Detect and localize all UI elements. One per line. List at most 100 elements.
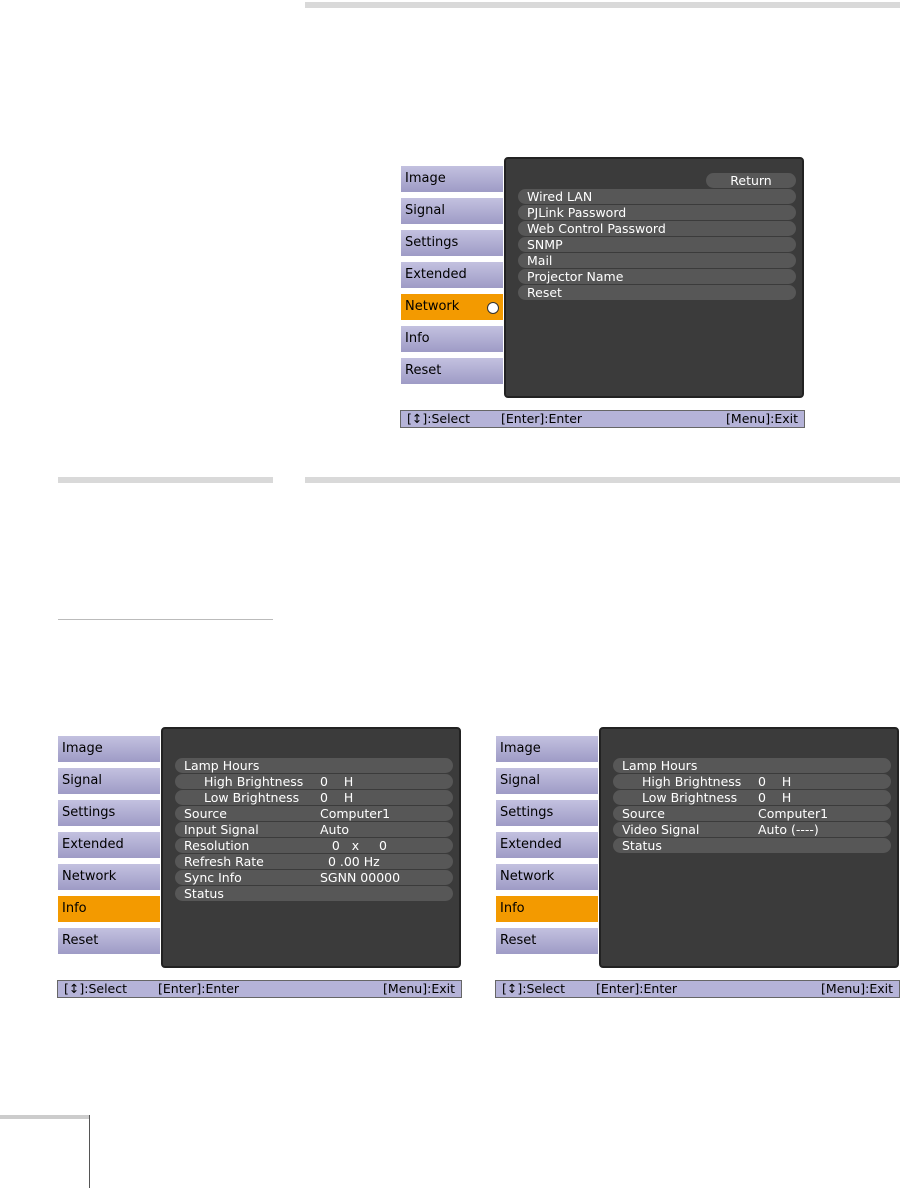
footer-exit: [Menu]:Exit <box>821 981 893 996</box>
menu-footer: [↕]:Select [Enter]:Enter [Menu]:Exit <box>495 980 900 998</box>
row-label: Projector Name <box>527 269 624 284</box>
footer-select: [↕]:Select <box>64 981 128 996</box>
footer-select: [↕]:Select <box>407 411 471 426</box>
menu-row: Resolution 0 x 0 <box>175 838 453 854</box>
row-label: Status <box>184 886 224 902</box>
menu-row: Sync Info SGNN 00000 <box>175 870 453 886</box>
row-value: Auto (----) <box>758 822 819 838</box>
menu-tab: Info <box>400 325 504 353</box>
menu-tab: Signal <box>495 767 599 795</box>
menu-tab: Settings <box>400 229 504 257</box>
menu-row: Video Signal Auto (----) <box>613 822 891 838</box>
menu-row: Source Computer1 <box>613 806 891 822</box>
row-label: Refresh Rate <box>184 854 264 870</box>
menu-row: Input Signal Auto <box>175 822 453 838</box>
return-button: Return <box>706 173 796 188</box>
menu-screen: Lamp Hours High Brightness 0 H Low Brightne… <box>57 727 462 1002</box>
note-rule <box>58 619 273 620</box>
menu-tab: Settings <box>57 799 161 827</box>
menu-row: Status <box>613 838 891 854</box>
menu-tab: Settings <box>495 799 599 827</box>
row-label: Resolution <box>184 838 250 854</box>
row-value: 0 H <box>320 790 354 806</box>
row-value: Computer1 <box>758 806 829 822</box>
row-label: Sync Info <box>184 870 242 886</box>
page-edge <box>89 1115 90 1188</box>
menu-panel: Lamp Hours High Brightness 0 H Low Brightne… <box>161 727 461 968</box>
top-rule <box>305 2 900 8</box>
menu-row: Reset <box>518 285 796 300</box>
row-label: Status <box>622 838 662 854</box>
menu-row: High Brightness 0 H <box>613 774 891 790</box>
row-label: Source <box>622 806 665 822</box>
row-label: PJLink Password <box>527 205 627 220</box>
row-label: Low Brightness <box>204 790 300 806</box>
menu-footer: [↕]:Select [Enter]:Enter [Menu]:Exit <box>400 410 805 428</box>
row-label: Lamp Hours <box>622 758 698 774</box>
row-value: 0 .00 Hz <box>320 854 380 870</box>
note-rule <box>58 477 273 483</box>
row-value: Computer1 <box>320 806 391 822</box>
menu-row: Low Brightness 0 H <box>613 790 891 806</box>
menu-tab: Signal <box>57 767 161 795</box>
row-label: Video Signal <box>622 822 700 838</box>
menu-tab: Image <box>57 735 161 763</box>
menu-footer: [↕]:Select [Enter]:Enter [Menu]:Exit <box>57 980 462 998</box>
row-value: Auto <box>320 822 350 838</box>
row-value: 0 H <box>758 790 792 806</box>
menu-tab: Network <box>400 293 504 321</box>
menu-row: Wired LAN <box>518 189 796 204</box>
footer-exit: [Menu]:Exit <box>383 981 455 996</box>
menu-tab: Reset <box>400 357 504 385</box>
row-label: Reset <box>527 285 562 300</box>
menu-row: Projector Name <box>518 269 796 284</box>
footer-enter: [Enter]:Enter <box>596 981 678 996</box>
menu-tab: Reset <box>495 927 599 955</box>
menu-tab: Image <box>495 735 599 763</box>
menu-tab: Info <box>495 895 599 923</box>
menu-tab: Network <box>495 863 599 891</box>
footer-enter: [Enter]:Enter <box>158 981 240 996</box>
menu-screen: Return Wired LAN PJLink Password Web Contro… <box>400 157 805 432</box>
menu-tab: Extended <box>495 831 599 859</box>
menu-screen: Lamp Hours High Brightness 0 H Low Brightne… <box>495 727 900 1002</box>
row-label: Mail <box>527 253 553 268</box>
footer-enter: [Enter]:Enter <box>501 411 583 426</box>
menu-tab: Reset <box>57 927 161 955</box>
menu-panel: Lamp Hours High Brightness 0 H Low Brightne… <box>599 727 899 968</box>
menu-row: Status <box>175 886 453 902</box>
menu-row: Mail <box>518 253 796 268</box>
footer-exit: [Menu]:Exit <box>726 411 798 426</box>
row-label: Low Brightness <box>642 790 738 806</box>
menu-row: Low Brightness 0 H <box>175 790 453 806</box>
menu-tab: Extended <box>57 831 161 859</box>
row-value: 0 H <box>758 774 792 790</box>
row-label: Input Signal <box>184 822 259 838</box>
menu-row: Web Control Password <box>518 221 796 236</box>
row-label: Source <box>184 806 227 822</box>
menu-tab: Signal <box>400 197 504 225</box>
menu-row: Lamp Hours <box>613 758 891 774</box>
menu-row: Lamp Hours <box>175 758 453 774</box>
menu-row: SNMP <box>518 237 796 252</box>
row-label: Web Control Password <box>527 221 666 236</box>
row-value: SGNN 00000 <box>320 870 401 886</box>
menu-row: Source Computer1 <box>175 806 453 822</box>
row-label: Lamp Hours <box>184 758 260 774</box>
menu-tab: Info <box>57 895 161 923</box>
menu-row: High Brightness 0 H <box>175 774 453 790</box>
row-label: SNMP <box>527 237 563 252</box>
section-rule <box>305 477 900 483</box>
row-label: High Brightness <box>204 774 304 790</box>
page-corner <box>0 1115 90 1119</box>
enter-icon <box>487 302 499 314</box>
menu-tab: Extended <box>400 261 504 289</box>
menu-row: PJLink Password <box>518 205 796 220</box>
row-value: 0 H <box>320 774 354 790</box>
footer-select: [↕]:Select <box>502 981 566 996</box>
menu-tab: Network <box>57 863 161 891</box>
row-label: High Brightness <box>642 774 742 790</box>
row-label: Wired LAN <box>527 189 593 204</box>
row-value: 0 x 0 <box>320 838 388 854</box>
